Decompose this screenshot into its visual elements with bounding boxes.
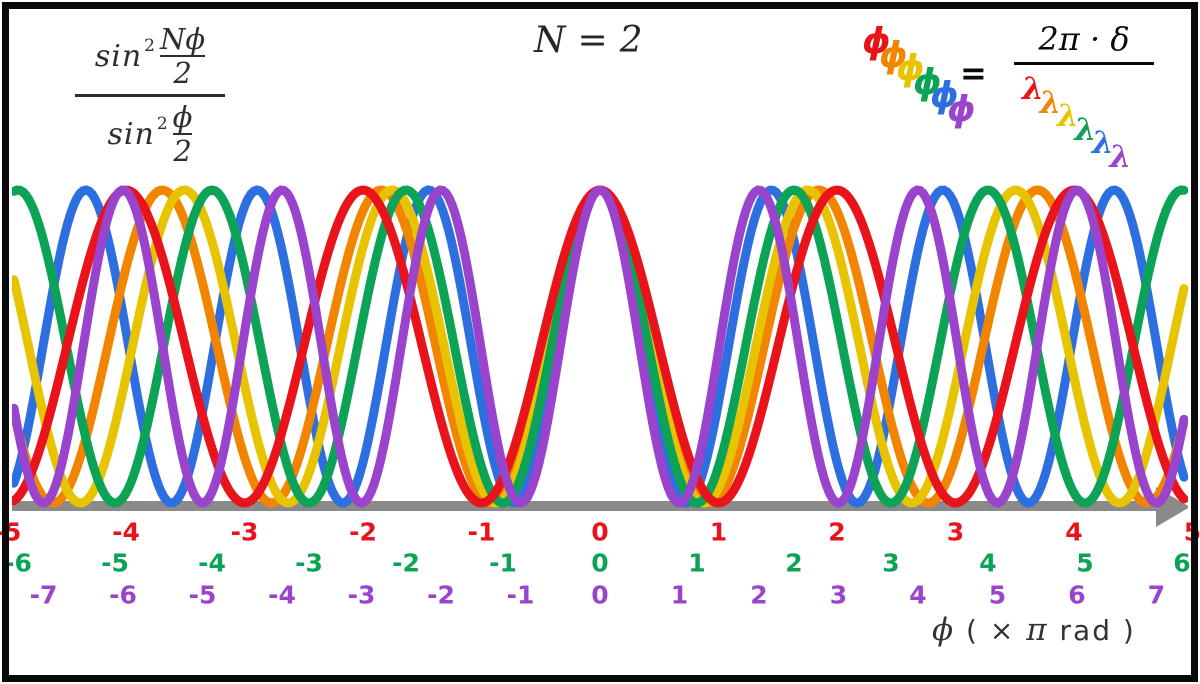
x-axis-label: ϕ ( × π rad ) [932, 612, 1136, 648]
curve-purple [12, 185, 1188, 508]
intensity-formula: sin 2 Nϕ 2 sin 2 ϕ 2 [70, 24, 230, 167]
equals-sign: = [960, 54, 987, 92]
tick-label-green--3: -3 [295, 548, 323, 578]
tick-label-green-1: 1 [688, 548, 706, 578]
tick-label-green-2: 2 [785, 548, 803, 578]
phi-symbol-1: ϕ [879, 34, 908, 76]
lambda-symbol-1: λ [1039, 84, 1062, 121]
lambda-symbol-0: λ [1022, 71, 1044, 107]
phi-symbol-0: ϕ [862, 21, 891, 62]
tick-label-green--5: -5 [101, 548, 129, 578]
nphi-over-2: Nϕ 2 [159, 22, 206, 91]
phi-symbol-5: ϕ [947, 88, 976, 130]
phase-fraction-bar [1014, 62, 1154, 65]
phi-symbol-4: ϕ [930, 75, 959, 116]
tick-label-purple-5: 5 [988, 580, 1007, 610]
fraction-bar [159, 55, 206, 58]
phi-symbol-3: ϕ [913, 61, 942, 103]
tick-label-green-5: 5 [1076, 548, 1094, 578]
main-fraction-bar [75, 93, 225, 97]
tick-label-purple-1: 1 [670, 580, 689, 610]
tick-label-red--4: -4 [112, 517, 140, 547]
phi-over-2: ϕ 2 [172, 99, 193, 169]
tick-label-purple--4: -4 [268, 580, 296, 610]
tick-label-red--1: -1 [467, 517, 496, 547]
slit-count-label: N = 2 [534, 20, 645, 61]
tick-label-purple-2: 2 [750, 580, 768, 610]
tick-label-green--6: -6 [4, 548, 32, 578]
tick-label-green--4: -4 [198, 548, 226, 578]
tick-label-red--5: -5 [0, 517, 22, 547]
lambda-symbol-2: λ [1057, 98, 1079, 134]
formula-denominator: sin 2 ϕ 2 [107, 99, 193, 169]
tick-label-purple--7: -7 [29, 580, 58, 610]
sin-label: sin [94, 38, 143, 74]
phase-fraction: 2π · δ [1014, 20, 1154, 65]
tick-label-purple--5: -5 [188, 580, 217, 610]
sin-label: sin [107, 116, 155, 152]
tick-label-purple-0: 0 [591, 580, 609, 610]
lambda-symbol-4: λ [1092, 125, 1114, 161]
phi-symbol-2: ϕ [896, 48, 925, 89]
tick-label-purple-4: 4 [909, 580, 927, 610]
lambda-symbol-3: λ [1074, 111, 1097, 148]
tick-label-red--3: -3 [230, 517, 259, 547]
tick-label-purple--6: -6 [109, 580, 137, 610]
curve-group [12, 185, 1188, 508]
tick-label-purple--2: -2 [427, 580, 455, 610]
formula-numerator: sin 2 Nϕ 2 [94, 22, 206, 91]
tick-label-red-4: 4 [1065, 517, 1083, 547]
tick-label-purple--1: -1 [506, 580, 535, 610]
phase-fraction-numerator: 2π · δ [1038, 20, 1130, 58]
tick-label-red-1: 1 [709, 517, 728, 547]
tick-label-green-3: 3 [882, 548, 900, 578]
tick-label-red-0: 0 [591, 517, 609, 547]
tick-label-green--1: -1 [489, 548, 517, 578]
tick-label-green-6: 6 [1173, 548, 1191, 578]
tick-label-red--2: -2 [349, 517, 377, 547]
tick-label-red-2: 2 [828, 517, 846, 547]
tick-label-purple-7: 7 [1147, 580, 1166, 610]
tick-label-green--2: -2 [392, 548, 420, 578]
tick-label-green-4: 4 [979, 548, 997, 578]
tick-label-green-0: 0 [591, 548, 609, 578]
tick-label-red-5: 5 [1183, 517, 1200, 547]
x-axis-line [12, 501, 1162, 511]
tick-label-purple--3: -3 [347, 580, 376, 610]
tick-label-purple-3: 3 [829, 580, 848, 610]
tick-label-red-3: 3 [946, 517, 965, 547]
fraction-bar [172, 133, 193, 136]
lambda-symbol-5: λ [1109, 138, 1132, 175]
tick-label-purple-6: 6 [1068, 580, 1086, 610]
